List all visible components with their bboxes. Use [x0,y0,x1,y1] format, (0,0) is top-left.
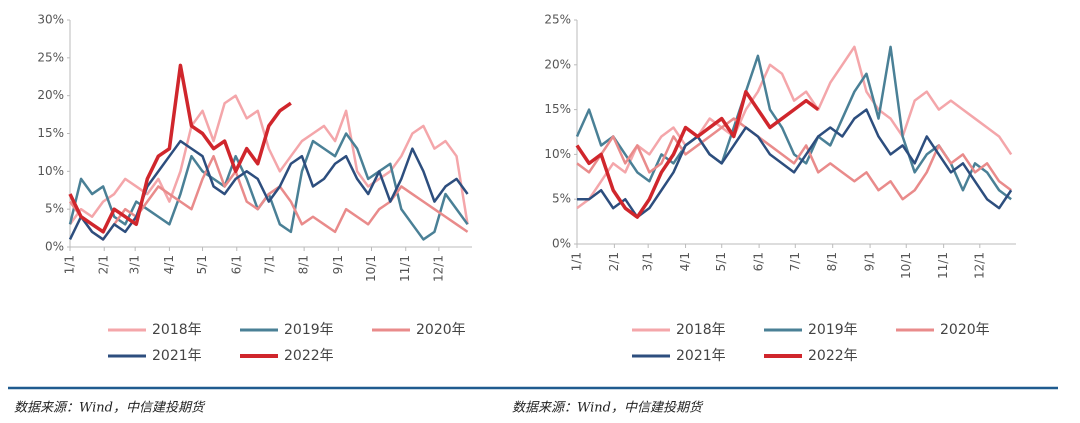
x-tick-label: 7/1 [788,252,802,271]
x-tick-label: 3/1 [128,255,142,274]
y-tick-label: 20% [544,57,571,71]
x-tick-label: 12/1 [972,252,986,279]
x-tick-label: 4/1 [162,255,176,274]
series-line [68,63,292,234]
legend-label: 2021年 [152,348,202,364]
series-line [576,45,1013,210]
y-tick-label: 5% [45,202,64,216]
y-tick-label: 25% [544,13,571,27]
x-tick-label: 8/1 [297,255,311,274]
legend-label: 2019年 [808,322,858,338]
x-tick-label: 1/1 [570,252,584,271]
y-tick-label: 15% [37,126,64,140]
x-tick-label: 6/1 [752,252,766,271]
series-line [576,117,1012,201]
y-tick-label: 0% [552,237,571,251]
series-line [575,89,820,219]
y-tick-label: 15% [544,102,571,116]
x-tick-label: 10/1 [899,252,913,279]
legend-label: 2022年 [284,348,334,364]
chart: 0% 5% 10% 15% 20% 25% 1/1 2/1 3/1 4/1 5/1 6/1 7/1 8/1… [544,13,1016,364]
x-tick-label: 12/1 [431,255,445,282]
legend-label: 2021年 [676,348,726,364]
legend-label: 2022年 [808,348,858,364]
x-tick-label: 2/1 [607,252,621,271]
x-tick-label: 1/1 [63,255,77,274]
x-tick-label: 9/1 [331,255,345,274]
x-tick-label: 10/1 [364,255,378,282]
legend-label: 2018年 [152,322,202,338]
x-tick-label: 11/1 [936,252,950,279]
y-tick-label: 20% [37,88,64,102]
series-line [68,94,469,226]
legend-label: 2020年 [416,322,466,338]
x-tick-label: 5/1 [714,252,728,271]
y-tick-label: 0% [45,240,64,254]
series-line [68,139,469,241]
x-tick-label: 8/1 [825,252,839,271]
series-line [577,108,1013,219]
y-tick-label: 10% [37,164,64,178]
x-tick-label: 7/1 [262,255,276,274]
x-tick-label: 4/1 [678,252,692,271]
y-tick-label: 5% [552,192,571,206]
y-tick-label: 10% [544,147,571,161]
legend-label: 2019年 [284,322,334,338]
y-tick-label: 25% [37,50,64,64]
source-note: 数据来源：Wind，中信建投期货 [512,401,704,416]
chart: 0% 5% 10% 15% 20% 25% 30% 1/1 2/1 3/1 4/1 5/1 6/1 7/1… [37,13,472,364]
x-tick-label: 5/1 [195,255,209,274]
x-tick-label: 11/1 [398,255,412,282]
x-tick-label: 2/1 [97,255,111,274]
x-tick-label: 9/1 [863,252,877,271]
y-tick-label: 30% [37,13,64,27]
series-line [575,45,1012,201]
legend-label: 2020年 [940,322,990,338]
x-tick-label: 3/1 [641,252,655,271]
legend-label: 2018年 [676,322,726,338]
source-note: 数据来源：Wind，中信建投期货 [14,401,206,416]
x-tick-label: 6/1 [229,255,243,274]
